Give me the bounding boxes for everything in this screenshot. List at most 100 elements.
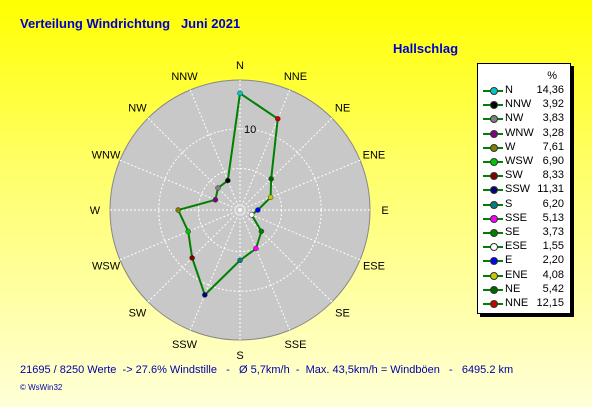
legend-label: ENE: [505, 268, 528, 281]
legend-marker: [490, 158, 498, 166]
legend-label: NNW: [505, 98, 532, 111]
direction-label-wsw: WSW: [92, 260, 121, 272]
legend-label: SSW: [505, 183, 531, 196]
legend-marker: [490, 143, 498, 152]
grid-spoke-se: [239, 209, 333, 303]
legend: % N 14,36 NNW 3,92 NW 3,83 WNW 3,28 W 7,61 WSW 6,90…: [477, 63, 571, 314]
data-point-nne: [275, 116, 281, 122]
direction-label-wnw: WNW: [92, 150, 121, 162]
direction-label-ese: ESE: [363, 260, 385, 272]
legend-value: 8,33: [542, 169, 564, 182]
legend-value: 5,42: [542, 282, 564, 295]
grid-spoke-ne: [239, 117, 333, 211]
legend-marker: [490, 129, 498, 138]
direction-label-n: N: [236, 60, 244, 72]
legend-value: 12,15: [536, 297, 564, 309]
data-point-wsw: [185, 228, 191, 235]
legend-marker: [490, 271, 498, 280]
legend-label: SE: [505, 226, 520, 238]
legend-value: 2,20: [542, 254, 564, 267]
summary-footer: 21695 / 8250 Werte -> 27.6% Windstille -…: [20, 364, 514, 376]
grid-spoke-ssw: [189, 209, 241, 331]
legend-marker: [490, 257, 498, 266]
legend-marker: [490, 243, 498, 252]
legend-item-nw: NW 3,83: [478, 112, 570, 126]
data-point-nw: [215, 185, 221, 191]
data-point-sw: [189, 255, 195, 261]
direction-label-sw: SW: [129, 308, 147, 320]
grid-spoke-ese: [239, 209, 361, 261]
legend-item-sse: SSE 5,13: [478, 212, 570, 226]
legend-value: 7,61: [542, 140, 564, 153]
grid-spoke-wnw: [119, 159, 241, 211]
chart-title: Verteilung Windrichtung Juni 2021: [20, 16, 241, 31]
legend-unit: %: [547, 70, 557, 82]
legend-item-e: E 2,20: [478, 254, 570, 268]
legend-label: W: [505, 140, 516, 153]
grid-spoke-ene: [239, 159, 361, 211]
grid-spoke-nne: [239, 89, 291, 211]
data-point-se: [258, 228, 265, 235]
legend-item-wnw: WNW 3,28: [478, 127, 570, 141]
legend-item-ne: NE 5,42: [478, 283, 570, 297]
direction-label-s: S: [236, 350, 243, 362]
radial-tick-label: 10: [244, 124, 256, 136]
data-point-w: [175, 207, 181, 213]
direction-label-ssw: SSW: [172, 339, 198, 351]
legend-item-s: S 6,20: [478, 198, 570, 212]
legend-label: E: [505, 254, 513, 267]
legend-value: 11,31: [537, 183, 564, 196]
legend-marker: [490, 285, 498, 294]
grid-spoke-nw: [147, 117, 241, 211]
legend-label: S: [505, 197, 513, 210]
legend-item-ssw: SSW 11,31: [478, 183, 570, 197]
direction-label-ene: ENE: [363, 150, 386, 162]
legend-item-sw: SW 8,33: [478, 169, 570, 183]
legend-label: N: [505, 84, 513, 96]
legend-value: 3,28: [542, 126, 564, 139]
legend-value: 1,55: [542, 240, 564, 253]
legend-label: NW: [505, 112, 524, 125]
data-point-e: [255, 207, 261, 213]
legend-marker: [490, 186, 498, 195]
direction-label-nnw: NNW: [171, 71, 198, 83]
direction-label-nw: NW: [128, 102, 147, 114]
legend-value: 4,08: [542, 268, 564, 281]
direction-label-sse: SSE: [284, 339, 306, 351]
direction-label-ne: NE: [335, 102, 350, 114]
legend-marker: [490, 214, 498, 223]
legend-item-ene: ENE 4,08: [478, 269, 570, 283]
legend-item-wsw: WSW 6,90: [478, 155, 570, 169]
credit-text: © WsWin32: [20, 383, 63, 392]
legend-marker: [490, 101, 498, 110]
legend-label: WNW: [505, 126, 534, 139]
legend-label: WSW: [505, 155, 534, 167]
legend-item-n: N 14,36: [478, 84, 570, 98]
legend-value: 14,36: [536, 84, 564, 96]
direction-label-w: W: [90, 205, 101, 217]
legend-label: ESE: [505, 240, 528, 253]
data-point-n: [237, 90, 243, 97]
legend-label: SW: [505, 169, 523, 182]
legend-value: 5,13: [542, 211, 564, 224]
legend-marker: [490, 172, 498, 181]
station-name: Hallschlag: [393, 41, 459, 56]
legend-label: NE: [505, 282, 521, 295]
legend-value: 6,20: [542, 197, 564, 210]
legend-marker: [490, 229, 498, 237]
legend-item-nnw: NNW 3,92: [478, 98, 570, 112]
legend-marker: [490, 115, 498, 124]
direction-label-nne: NNE: [284, 71, 307, 83]
data-point-ene: [267, 194, 274, 201]
legend-marker: [490, 300, 498, 308]
direction-label-e: E: [381, 205, 388, 217]
data-point-ne: [268, 176, 274, 182]
data-point-nnw: [225, 177, 231, 184]
grid-spoke-wsw: [119, 209, 241, 261]
grid-spoke-sse: [239, 209, 291, 331]
grid-spoke-nnw: [189, 89, 241, 211]
legend-value: 6,90: [542, 155, 564, 167]
legend-label: NNE: [505, 297, 529, 309]
legend-marker: [490, 200, 498, 209]
direction-label-se: SE: [335, 308, 350, 320]
